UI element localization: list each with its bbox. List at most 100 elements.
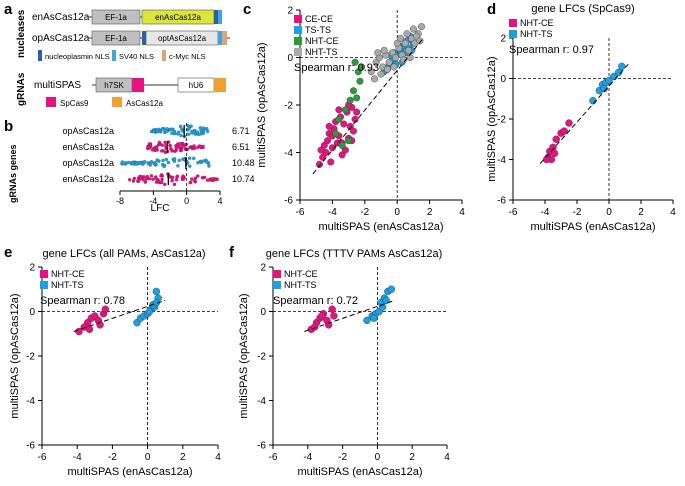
scatter-point — [380, 46, 388, 54]
swarm-point — [174, 178, 179, 182]
swarm-point — [152, 129, 156, 134]
scatter-point — [327, 158, 335, 166]
legend-ascas12a: AsCas12a — [126, 99, 163, 108]
swarm-point — [141, 178, 145, 182]
legend-label: NHT-TS — [520, 29, 553, 39]
swarm-point — [163, 129, 168, 133]
swarm-point — [168, 143, 172, 148]
x-tick-label: 4 — [459, 207, 465, 218]
x-tick-label: -4 — [328, 207, 337, 218]
row-value: 6.51 — [232, 142, 250, 152]
scatter-point — [101, 305, 110, 313]
scatter-point — [390, 63, 398, 71]
swarm-point — [154, 176, 158, 180]
x-axis-label: multiSPAS (enAsCas12a) — [530, 221, 655, 233]
scatter-point — [618, 62, 626, 71]
swarm-point — [168, 127, 173, 132]
legend-sv40: SV40 NLS — [119, 52, 154, 61]
swarm-point — [187, 132, 191, 136]
section-nucleases: nucleases — [16, 9, 27, 58]
scatter-point — [324, 137, 332, 145]
legend-spcas9: SpCas9 — [60, 99, 89, 108]
swarm-point — [172, 157, 177, 161]
ef1a-box — [91, 9, 141, 25]
panel-b-label: b — [4, 118, 13, 135]
panel-a-label: a — [4, 1, 13, 18]
swarm-point — [131, 161, 135, 165]
scatter-point — [396, 35, 404, 43]
swarm-point — [143, 180, 148, 184]
scatter-point — [358, 63, 366, 71]
scatter-point — [370, 314, 378, 322]
legend-cmyc: c-Myc NLS — [169, 52, 206, 61]
swarm-point — [155, 145, 159, 150]
x-tick-label: 0 — [375, 452, 381, 463]
scatter-point — [560, 127, 568, 135]
scatter-point — [401, 39, 409, 47]
swarm-point — [174, 148, 178, 152]
scatter-point — [400, 56, 408, 64]
swarm-point — [159, 149, 164, 153]
h7sk-label: h7SK — [104, 81, 124, 90]
y-tick-label: -2 — [26, 352, 35, 363]
plot-title: gene LFCs (SpCas9) — [531, 3, 634, 15]
gene-label: enAsCas12a — [155, 13, 201, 22]
swarm-point — [199, 160, 203, 165]
swarm-point — [150, 148, 155, 152]
legend-nucleoplasmin: nucleoplasmin NLS — [45, 52, 110, 61]
panel-c: c -6 -4 -2 0 2 4 -6 -4 -2 0 2 CE-CETS-TSNHT-CENHT-TS… — [243, 1, 465, 233]
swarm-point — [176, 132, 180, 136]
y-tick-label: -2 — [497, 115, 506, 126]
scatter-point — [335, 115, 343, 123]
y-tick-label: 2 — [287, 6, 293, 17]
swarm-point — [172, 182, 177, 187]
scatter-point — [353, 94, 361, 102]
y-axis-label: multiSPAS (opAsCas12a) — [9, 293, 21, 418]
swarm-point — [155, 158, 159, 163]
scatter-point — [353, 108, 361, 116]
swarm-point — [159, 173, 164, 178]
scatter-point — [387, 285, 396, 293]
fit-line — [312, 38, 424, 175]
swarm-point — [201, 126, 206, 130]
swarm-point — [163, 140, 167, 145]
spcas9-grna — [132, 78, 144, 92]
scatter-point — [550, 149, 559, 158]
x-tick-label: -8 — [116, 196, 124, 206]
ef1a-box — [91, 30, 141, 46]
scatter-point — [346, 96, 354, 104]
x-tick-label: 2 — [638, 207, 644, 218]
swarm-point — [178, 142, 182, 146]
x-tick-label: 4 — [215, 452, 221, 463]
scatter-point — [377, 70, 385, 78]
swarm-point — [205, 160, 209, 164]
panel-label: e — [4, 245, 12, 261]
swarm-point — [148, 142, 153, 146]
x-tick-label: 0 — [606, 207, 612, 218]
x-tick-label: 0 — [184, 196, 189, 206]
y-tick-label: -6 — [257, 441, 266, 452]
construct-name: opAsCas12a — [32, 33, 90, 44]
swarm-point — [149, 174, 154, 178]
swarm-point — [192, 144, 196, 148]
scatter-point — [332, 129, 340, 137]
swarm-point — [207, 164, 211, 168]
panel-d: d gene LFCs (SpCas9) -6 -4 -2 0 2 4 -6 -4 -2 0 2 NHT-… — [486, 1, 676, 233]
swarm-point — [205, 178, 210, 182]
scatter-point — [552, 135, 560, 143]
y-tick-label: -6 — [26, 441, 35, 452]
legend-label: TS-TS — [305, 25, 331, 35]
scatter-point — [345, 137, 353, 145]
row-value: 10.48 — [232, 158, 255, 168]
scatter-point — [605, 76, 613, 85]
scatter-point — [363, 316, 371, 325]
swarm-point — [163, 182, 167, 187]
swarm-point — [184, 147, 188, 151]
row-label: enAsCas12a — [62, 142, 114, 152]
panel-label: d — [487, 1, 496, 18]
ascas12a-grna — [214, 78, 226, 92]
x-tick-label: -2 — [338, 452, 347, 463]
x-tick-label: -2 — [360, 207, 369, 218]
swarm-point — [177, 158, 181, 162]
swarm-point — [201, 144, 205, 149]
